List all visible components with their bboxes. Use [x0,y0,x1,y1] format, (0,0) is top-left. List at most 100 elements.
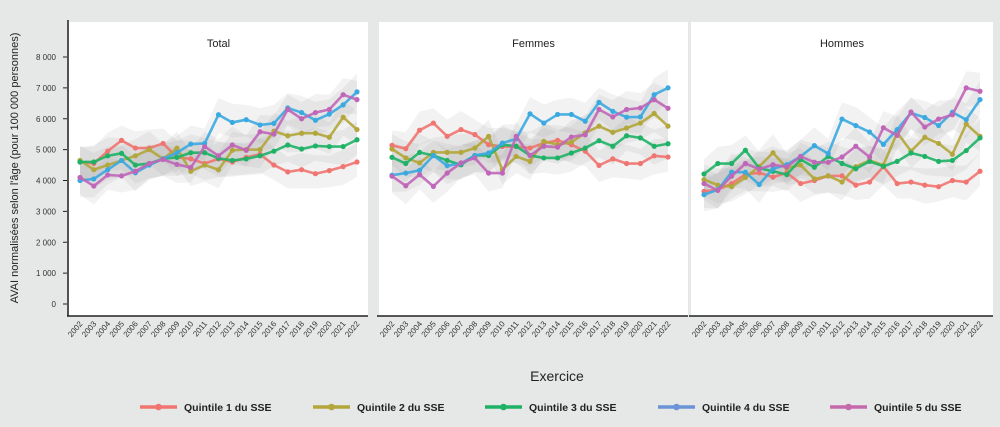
data-point [160,156,166,163]
data-point [91,176,97,182]
data-point [513,133,519,139]
data-point [880,125,887,131]
data-point [472,155,478,161]
data-point [665,105,671,111]
data-point [701,192,707,198]
data-point [430,152,436,159]
data-point [105,148,111,154]
data-point [513,153,519,160]
data-point [91,183,97,189]
data-point [651,143,657,149]
data-point [894,132,900,139]
data-point [417,160,423,166]
data-point [229,147,235,153]
data-point [229,142,235,148]
data-point [354,89,360,95]
data-point [977,88,983,94]
data-point [949,151,956,157]
confidence-band [80,100,357,189]
y-tick-label: 2 000 [36,238,57,247]
legend-item-quintile-5: Quintile 5 du SSE [830,402,962,414]
data-point [811,176,818,182]
data-point [555,137,561,143]
data-point [146,160,152,167]
data-point [326,168,332,174]
data-point [105,153,111,159]
data-point [568,111,575,118]
data-point [188,168,194,174]
data-point [215,167,222,173]
data-point [417,172,423,178]
data-point [91,159,97,165]
data-point [312,130,319,136]
data-point [908,150,914,156]
data-point [354,137,360,143]
data-point [444,149,450,156]
data-point [271,120,277,126]
data-point [257,147,263,153]
data-point [458,160,464,166]
data-point [651,92,657,98]
data-point [582,132,588,138]
data-point [527,152,533,159]
data-point [853,182,859,188]
data-point [513,143,519,149]
data-point [118,150,125,156]
data-point [340,92,346,98]
data-point [729,160,735,167]
data-point [541,155,547,161]
legend-label: Quintile 5 du SSE [874,402,962,414]
data-point [541,138,547,144]
data-point [132,162,138,168]
data-point [389,146,395,152]
data-point [403,183,409,189]
data-point [403,155,409,161]
data-point [977,168,983,174]
data-point [798,153,804,160]
data-point [963,121,969,127]
data-point [867,129,873,135]
data-point [132,168,138,174]
data-point [91,167,97,173]
data-point [624,133,630,139]
data-point [742,174,749,181]
data-point [880,163,887,169]
data-point [174,161,180,168]
data-point [541,120,547,126]
data-point [756,181,762,188]
data-point [299,109,305,116]
data-point [389,142,395,148]
data-point [936,116,942,122]
data-point [389,154,395,160]
data-point [340,114,346,120]
data-point [894,158,900,164]
data-point [326,111,332,117]
y-tick-label: 4 000 [36,177,57,186]
data-point [326,106,332,113]
data-point [555,144,561,150]
data-point [894,180,900,187]
data-point [963,179,969,185]
data-point [243,156,249,162]
data-point [908,179,914,185]
legend-item-quintile-1: Quintile 1 du SSE [140,402,272,414]
data-point [472,145,478,151]
y-tick-label: 6 000 [36,115,57,124]
data-point [729,184,735,190]
data-point [486,133,492,139]
data-point [624,160,630,167]
series-quintile-4 [77,89,360,184]
data-point [963,147,969,154]
data-point [867,154,873,160]
data-point [742,160,749,167]
data-point [936,122,942,129]
data-point [527,145,533,151]
data-point [118,137,125,143]
confidence-band [704,71,980,209]
data-point [701,171,707,177]
panel-background [379,22,688,316]
legend-marker-icon [328,403,335,411]
data-point [312,171,319,177]
data-point [742,169,749,175]
